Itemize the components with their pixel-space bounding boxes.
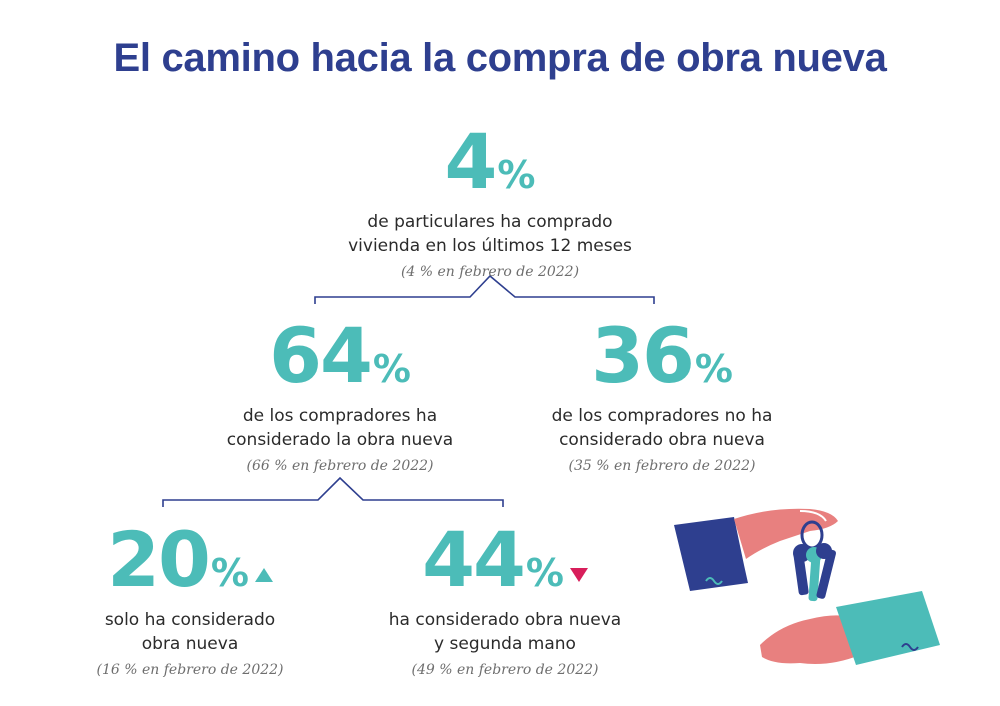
stat-value: 4% [340, 124, 640, 200]
stat-number: 64 [269, 311, 373, 400]
percent-sign: % [525, 551, 564, 595]
lower-sleeve [836, 591, 940, 665]
stat-considered: 64% de los compradores ha considerado la… [190, 318, 490, 475]
upper-sleeve [674, 517, 748, 591]
stat-description: de particulares ha comprado vivienda en … [340, 210, 640, 258]
page-title: El camino hacia la compra de obra nueva [113, 36, 887, 80]
stat-description-line: solo ha considerado [104, 610, 276, 630]
stat-top: 4% de particulares ha comprado vivienda … [340, 124, 640, 281]
hands-keys-illustration [674, 508, 940, 665]
stat-number: 36 [591, 311, 695, 400]
stat-number: 20 [107, 515, 211, 604]
stat-value: 36% [512, 318, 812, 394]
stat-description-line: de los compradores ha [242, 406, 438, 426]
trend-up-icon [254, 568, 273, 582]
percent-sign: % [210, 551, 249, 595]
stat-description-line: vivienda en los últimos 12 meses [348, 236, 632, 256]
stat-value: 44% [360, 522, 650, 598]
percent-sign: % [497, 153, 536, 197]
trend-down-icon [569, 568, 588, 582]
stat-description-line: y segunda mano [434, 634, 576, 654]
stat-only-new: 20% solo ha considerado obra nueva (16 %… [55, 522, 325, 679]
stat-description: solo ha considerado obra nueva [55, 608, 325, 656]
stat-number: 44 [422, 515, 526, 604]
lower-hand [760, 615, 860, 664]
keys-icon [793, 543, 837, 602]
stat-description-line: de los compradores no ha [551, 406, 773, 426]
stat-number: 4 [444, 117, 498, 206]
stat-description-line: considerado la obra nueva [226, 430, 454, 450]
stat-comparison-note: (49 % en febrero de 2022) [411, 662, 599, 678]
stat-not-considered: 36% de los compradores no ha considerado… [512, 318, 812, 475]
stat-comparison-note: (16 % en febrero de 2022) [96, 662, 284, 678]
percent-sign: % [694, 347, 733, 391]
stat-new-and-used: 44% ha considerado obra nueva y segunda … [360, 522, 650, 679]
stat-description: de los compradores ha considerado la obr… [190, 404, 490, 452]
connector-top [314, 274, 655, 304]
stat-value: 64% [190, 318, 490, 394]
stat-description: ha considerado obra nueva y segunda mano [360, 608, 650, 656]
percent-sign: % [372, 347, 411, 391]
stat-description-line: ha considerado obra nueva [388, 610, 622, 630]
stat-comparison-note: (66 % en febrero de 2022) [246, 458, 434, 474]
stat-comparison-note: (4 % en febrero de 2022) [400, 264, 580, 280]
stat-value: 20% [55, 522, 325, 598]
stat-description-line: obra nueva [141, 634, 239, 654]
connector-bottom [162, 476, 504, 507]
stat-description: de los compradores no ha considerado obr… [512, 404, 812, 452]
stat-description-line: considerado obra nueva [559, 430, 765, 450]
stat-comparison-note: (35 % en febrero de 2022) [568, 458, 756, 474]
stat-description-line: de particulares ha comprado [367, 212, 613, 232]
